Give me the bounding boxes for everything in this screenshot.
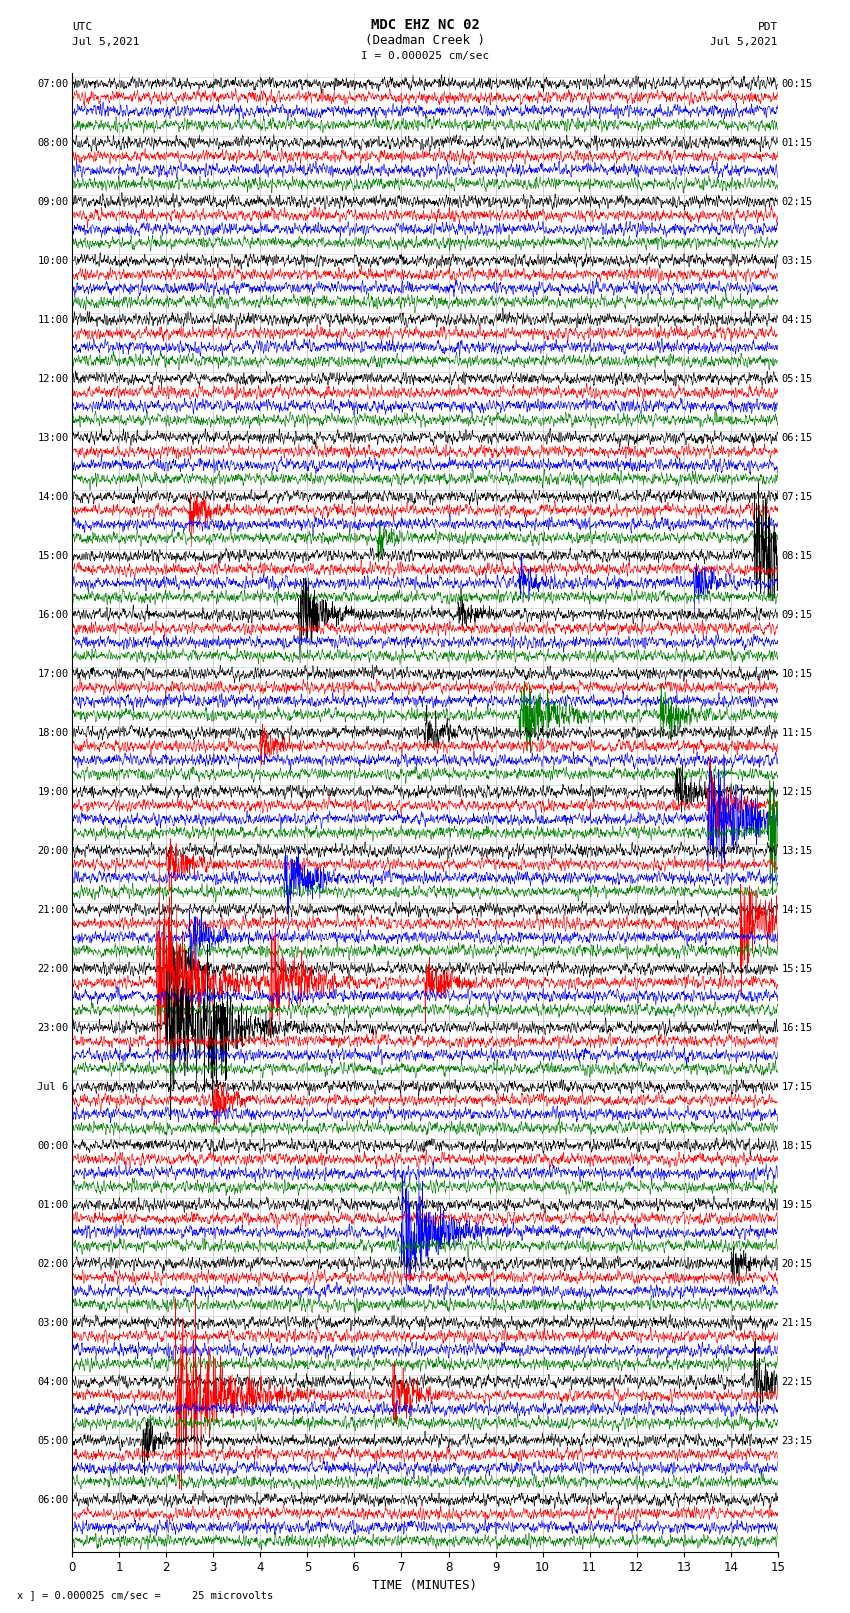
Text: 22:15: 22:15 — [781, 1376, 813, 1387]
Text: 03:15: 03:15 — [781, 255, 813, 266]
Text: 11:00: 11:00 — [37, 315, 69, 324]
Text: 12:15: 12:15 — [781, 787, 813, 797]
Text: MDC EHZ NC 02: MDC EHZ NC 02 — [371, 18, 479, 32]
Text: 21:00: 21:00 — [37, 905, 69, 915]
Text: 04:15: 04:15 — [781, 315, 813, 324]
Text: 14:15: 14:15 — [781, 905, 813, 915]
Text: 18:00: 18:00 — [37, 727, 69, 737]
Text: 07:00: 07:00 — [37, 79, 69, 89]
Text: 08:00: 08:00 — [37, 137, 69, 147]
Text: 09:15: 09:15 — [781, 610, 813, 619]
Text: 13:15: 13:15 — [781, 845, 813, 855]
Text: 17:00: 17:00 — [37, 668, 69, 679]
Text: x ] = 0.000025 cm/sec =     25 microvolts: x ] = 0.000025 cm/sec = 25 microvolts — [17, 1590, 273, 1600]
Text: 07:15: 07:15 — [781, 492, 813, 502]
Text: 12:00: 12:00 — [37, 374, 69, 384]
Text: 03:00: 03:00 — [37, 1318, 69, 1327]
Text: 11:15: 11:15 — [781, 727, 813, 737]
Text: 14:00: 14:00 — [37, 492, 69, 502]
Text: UTC: UTC — [72, 23, 93, 32]
X-axis label: TIME (MINUTES): TIME (MINUTES) — [372, 1579, 478, 1592]
Text: 10:00: 10:00 — [37, 255, 69, 266]
Text: 05:15: 05:15 — [781, 374, 813, 384]
Text: 15:15: 15:15 — [781, 963, 813, 974]
Text: 19:15: 19:15 — [781, 1200, 813, 1210]
Text: 19:00: 19:00 — [37, 787, 69, 797]
Text: 00:00: 00:00 — [37, 1140, 69, 1150]
Text: 00:15: 00:15 — [781, 79, 813, 89]
Text: 09:00: 09:00 — [37, 197, 69, 206]
Text: 02:15: 02:15 — [781, 197, 813, 206]
Text: 15:00: 15:00 — [37, 550, 69, 561]
Text: 23:15: 23:15 — [781, 1436, 813, 1445]
Text: 20:00: 20:00 — [37, 845, 69, 855]
Text: 22:00: 22:00 — [37, 963, 69, 974]
Text: 17:15: 17:15 — [781, 1082, 813, 1092]
Text: Jul 5,2021: Jul 5,2021 — [72, 37, 139, 47]
Text: 01:00: 01:00 — [37, 1200, 69, 1210]
Text: 21:15: 21:15 — [781, 1318, 813, 1327]
Text: 06:00: 06:00 — [37, 1495, 69, 1505]
Text: 01:15: 01:15 — [781, 137, 813, 147]
Text: (Deadman Creek ): (Deadman Creek ) — [365, 34, 485, 47]
Text: 04:00: 04:00 — [37, 1376, 69, 1387]
Text: Jul 5,2021: Jul 5,2021 — [711, 37, 778, 47]
Text: 20:15: 20:15 — [781, 1258, 813, 1268]
Text: 18:15: 18:15 — [781, 1140, 813, 1150]
Text: 16:00: 16:00 — [37, 610, 69, 619]
Text: 06:15: 06:15 — [781, 432, 813, 442]
Text: Jul 6: Jul 6 — [37, 1082, 69, 1092]
Text: 05:00: 05:00 — [37, 1436, 69, 1445]
Text: I = 0.000025 cm/sec: I = 0.000025 cm/sec — [361, 52, 489, 61]
Text: 13:00: 13:00 — [37, 432, 69, 442]
Text: 08:15: 08:15 — [781, 550, 813, 561]
Text: 02:00: 02:00 — [37, 1258, 69, 1268]
Text: 16:15: 16:15 — [781, 1023, 813, 1032]
Text: 10:15: 10:15 — [781, 668, 813, 679]
Text: 23:00: 23:00 — [37, 1023, 69, 1032]
Text: PDT: PDT — [757, 23, 778, 32]
